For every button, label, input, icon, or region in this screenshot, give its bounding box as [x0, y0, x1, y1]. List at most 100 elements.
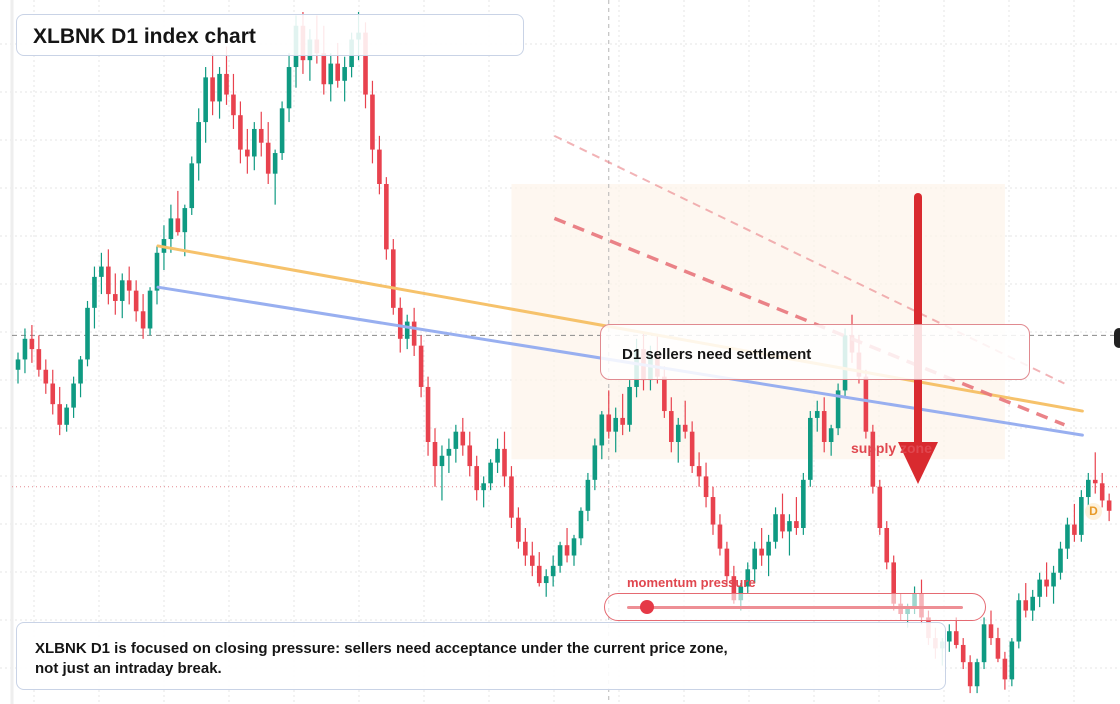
- candle-body: [808, 417, 813, 480]
- candle: [175, 190, 181, 236]
- candle-body: [384, 184, 389, 250]
- candle-body: [245, 149, 250, 157]
- candle: [1002, 651, 1008, 690]
- candle-body: [126, 280, 132, 291]
- candle-body: [1044, 579, 1049, 587]
- candle: [703, 462, 709, 508]
- candle: [140, 294, 146, 339]
- candle: [947, 624, 952, 652]
- momentum-gauge[interactable]: [604, 593, 986, 621]
- candle-body: [418, 345, 424, 387]
- candle-body: [481, 483, 486, 491]
- candle-body: [967, 662, 973, 687]
- candle: [1044, 562, 1049, 597]
- candle: [154, 245, 160, 305]
- candle-body: [766, 541, 771, 556]
- candle-body: [321, 53, 327, 85]
- candle-body: [606, 414, 612, 432]
- candle-body: [168, 218, 174, 240]
- candle-body: [1079, 497, 1084, 535]
- candle: [126, 266, 132, 305]
- candle-body: [446, 448, 452, 456]
- candle-body: [29, 338, 35, 350]
- candle: [384, 177, 389, 260]
- candle-body: [391, 249, 396, 308]
- candle: [995, 627, 1001, 663]
- candle: [550, 555, 556, 587]
- candle: [814, 400, 820, 432]
- candle-body: [710, 497, 716, 525]
- candle: [828, 424, 834, 456]
- candle-body: [1099, 483, 1105, 501]
- candle: [272, 149, 278, 205]
- candle-body: [342, 67, 347, 81]
- candle-body: [182, 208, 188, 233]
- candle: [536, 552, 542, 587]
- candle-body: [467, 445, 473, 467]
- candle: [794, 497, 799, 535]
- candle-body: [502, 448, 507, 477]
- candle: [446, 438, 452, 473]
- candle: [1058, 541, 1063, 580]
- candle-body: [953, 631, 959, 645]
- candle: [404, 314, 410, 350]
- candle-body: [15, 359, 21, 370]
- candle-body: [196, 122, 201, 164]
- candle-body: [703, 476, 709, 498]
- candle: [1023, 583, 1029, 618]
- candle-body: [425, 386, 431, 442]
- candle: [523, 528, 528, 566]
- candle: [279, 101, 285, 160]
- candle-body: [759, 548, 764, 556]
- candle-body: [99, 266, 104, 277]
- candle: [543, 569, 549, 597]
- candle-body: [877, 486, 883, 528]
- candle: [432, 428, 438, 487]
- candle: [1099, 472, 1105, 508]
- candle-body: [363, 32, 368, 95]
- candle: [418, 335, 424, 398]
- momentum-knob[interactable]: [640, 600, 655, 614]
- candle: [210, 53, 215, 116]
- candle: [787, 514, 792, 556]
- candle: [724, 541, 730, 587]
- candle-body: [752, 548, 757, 570]
- candle-body: [328, 63, 334, 85]
- candle: [328, 53, 334, 102]
- candle-body: [509, 476, 514, 518]
- candle: [488, 459, 493, 491]
- candle: [168, 204, 174, 253]
- candle: [147, 287, 153, 336]
- candle: [808, 411, 813, 487]
- candle-body: [724, 548, 730, 577]
- candle: [620, 393, 625, 436]
- candle-body: [404, 321, 410, 339]
- candle: [85, 300, 90, 367]
- timeframe-badge[interactable]: D: [1085, 503, 1102, 520]
- candle-body: [335, 63, 340, 81]
- candle: [675, 417, 681, 463]
- candle-body: [835, 390, 841, 429]
- candle-body: [780, 514, 785, 532]
- candle-body: [1016, 600, 1022, 642]
- candle: [439, 445, 445, 501]
- candle: [1009, 638, 1015, 687]
- candle-body: [495, 448, 500, 463]
- candle: [981, 617, 987, 670]
- candle: [696, 452, 702, 487]
- candle: [1016, 593, 1022, 649]
- channel-line-lower: [553, 216, 1066, 427]
- candle: [801, 472, 806, 535]
- candle-body: [460, 431, 466, 446]
- candle: [682, 400, 688, 439]
- arrow-head: [898, 442, 938, 484]
- candle: [78, 356, 83, 398]
- candle: [425, 376, 431, 456]
- horizontal-levels: [12, 334, 1120, 488]
- candle-body: [543, 576, 549, 584]
- candle: [1051, 565, 1056, 604]
- candle: [599, 411, 605, 460]
- candle-body: [432, 442, 438, 467]
- price-scale-handle-icon[interactable]: [1114, 328, 1120, 348]
- candle: [92, 266, 97, 329]
